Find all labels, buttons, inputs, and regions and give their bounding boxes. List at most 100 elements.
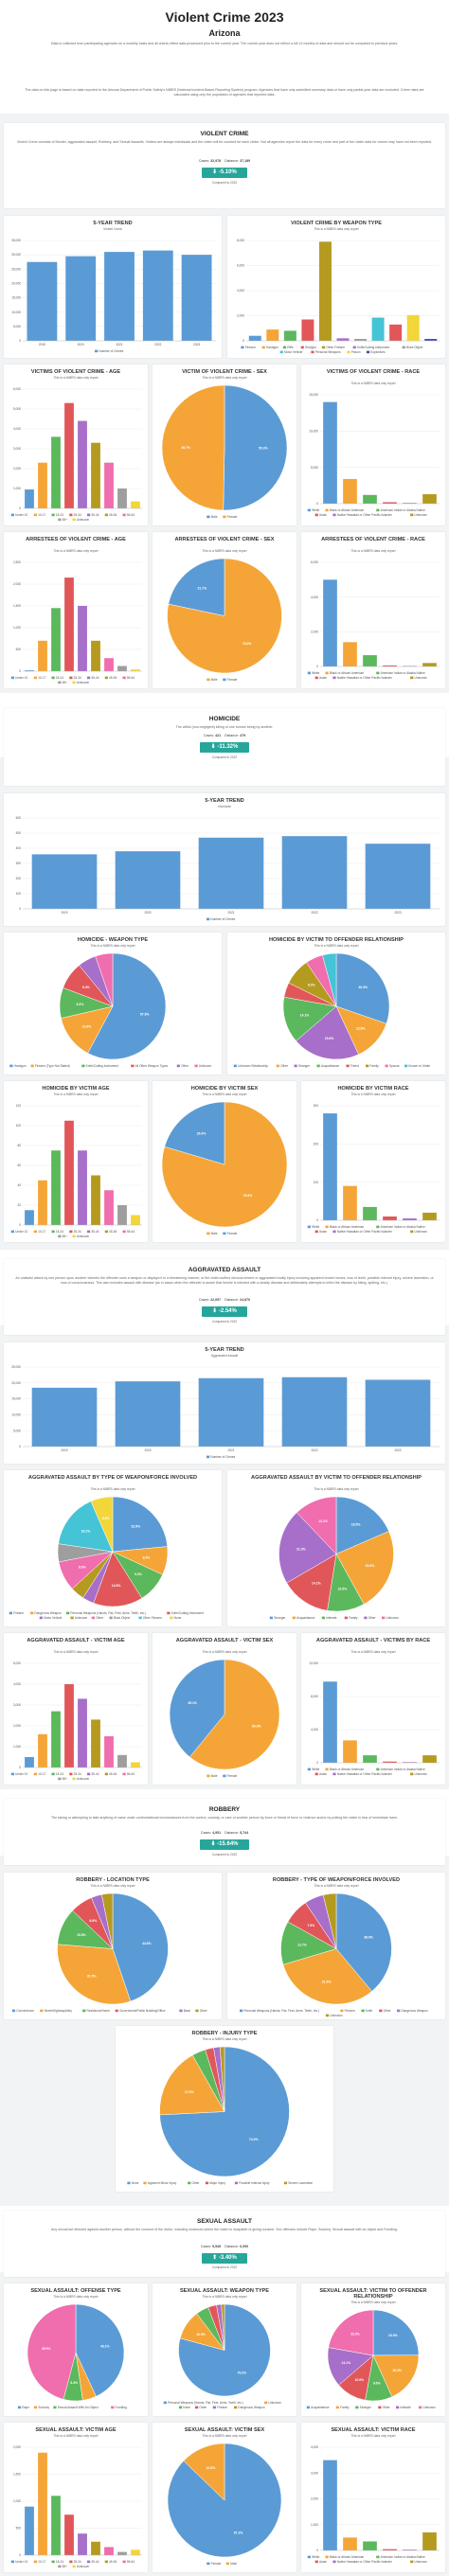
legend-label: Intimate	[326, 1616, 337, 1620]
slice-label: 31.5%	[322, 1980, 332, 1983]
pie-slice	[168, 558, 225, 616]
legend-swatch	[410, 1772, 414, 1776]
y-tick-label: 4,000	[237, 289, 244, 293]
y-tick-label: 300	[16, 862, 22, 865]
legend-label: Other	[192, 2181, 201, 2185]
legend-label: Unknown	[386, 1616, 399, 1620]
slice-label: 21.7%	[198, 587, 207, 591]
legend-label: Under 10	[15, 2560, 27, 2564]
y-tick-label: 0	[316, 665, 318, 668]
chart-title: SEXUAL ASSAULT: VICTIM TO OFFENDER RELAT…	[319, 2288, 427, 2301]
legend-swatch	[51, 1772, 55, 1776]
chart-card-v-sex: VICTIM OF VIOLENT CRIME - SEX This is a …	[153, 364, 296, 525]
legend-label: American Indian or Alaska Native	[381, 2555, 425, 2559]
y-tick-label: 2,000	[237, 314, 244, 318]
chart-card-ag-rel: AGGRAVATED ASSAULT BY VICTIM TO OFFENDER…	[227, 1470, 445, 1626]
bar	[383, 502, 397, 504]
h-weapon-chart: 57.8% 13.6% 9.3% 8.4% Handgun Firearm (Type N…	[9, 952, 211, 1068]
pie-slice	[75, 2303, 125, 2397]
bar	[422, 1755, 437, 1763]
legend-swatch	[95, 349, 99, 353]
legend-swatch	[410, 1230, 414, 1234]
chart-subtitle: Aggravated Assault	[210, 1354, 239, 1358]
chart-card-r-injury: ROBBERY - INJURY TYPE This is a NIBRS da…	[116, 2026, 333, 2192]
y-tick-label: 0	[19, 2553, 21, 2557]
x-tick-label: 2021	[227, 911, 234, 915]
y-tick-label: 0	[19, 1445, 21, 1448]
a-race-chart: 0 2,000 4,000 6,000 White Black or African Am…	[307, 560, 440, 680]
y-tick-label: 6,000	[311, 560, 318, 564]
legend-swatch	[131, 1064, 135, 1068]
bar	[198, 1377, 264, 1447]
slice-label: 9.2%	[135, 1572, 142, 1576]
chart-card-ag-race: AGGRAVATED ASSAULT - VICTIMS BY RACE Thi…	[301, 1633, 445, 1785]
legend-swatch	[207, 1455, 210, 1459]
y-tick-label: 1,000	[13, 626, 21, 630]
legend-label: Friend	[350, 1064, 359, 1068]
chart-title: 5-YEAR TREND	[205, 798, 244, 804]
bar	[78, 606, 87, 671]
legend-label: White	[312, 1768, 319, 1771]
slice-label: 18.5%	[351, 1522, 361, 1526]
legend-swatch	[39, 1616, 43, 1620]
legend-swatch	[104, 676, 108, 680]
legend-swatch	[10, 513, 14, 517]
legend-swatch	[195, 2009, 199, 2013]
slice-label: 14.1%	[312, 1582, 321, 1586]
legend-label: Intimate	[400, 2406, 411, 2409]
bar	[198, 837, 264, 909]
legend-swatch	[307, 508, 311, 512]
legend-label: Explosives	[370, 350, 386, 354]
slice-label: 6.5%	[102, 1517, 110, 1520]
legend-swatch	[325, 2555, 329, 2559]
legend-swatch	[346, 1064, 350, 1068]
chart-title: AGGRAVATED ASSAULT - VICTIM SEX	[175, 1638, 274, 1643]
bar	[38, 2452, 47, 2555]
legend-label: All Other Weapon Types	[135, 1064, 169, 1068]
chart-subtitle: This is a NIBRS data only report	[90, 944, 135, 948]
bar	[38, 640, 47, 671]
legend-swatch	[241, 346, 244, 349]
legend-label: Number of Crimes	[210, 917, 235, 921]
bar	[281, 1377, 348, 1447]
x-tick-label: 2020	[144, 911, 151, 915]
v-age-chart: 0 1,000 2,000 3,000 4,000 5,000 6,000 Under 10 1…	[10, 387, 142, 522]
x-tick-label: 2019	[39, 343, 45, 346]
bar	[64, 2514, 74, 2555]
chart-title: HOMICIDE BY VICTIM TO OFFENDER RELATIONS…	[268, 937, 404, 943]
slice-label: 78.3%	[242, 642, 252, 646]
pie-slice	[167, 558, 282, 674]
legend-swatch	[234, 2181, 239, 2185]
bar	[51, 608, 61, 671]
bar	[25, 1757, 34, 1768]
legend-swatch	[58, 518, 62, 522]
y-tick-label: 120	[16, 1104, 22, 1108]
legend-label: Other Firearm	[326, 346, 345, 349]
bar	[383, 2549, 397, 2550]
legend-label: Acquaintance	[296, 1616, 315, 1620]
legend-swatch	[276, 1064, 279, 1068]
legend-label: 55-64	[127, 676, 135, 680]
slice-label: 57.8%	[140, 1013, 150, 1017]
legend-swatch	[316, 1064, 320, 1068]
slice-label: 14.1%	[300, 1013, 310, 1017]
bar	[104, 252, 135, 341]
y-tick-label: 1,000	[13, 2499, 21, 2503]
badge-caption: Compared to 2022	[211, 1853, 238, 1856]
chart-card-r-loc: ROBBERY - LOCATION TYPE This is a NIBRS …	[4, 1873, 222, 2019]
badge-caption: Compared to 2022	[211, 1320, 238, 1324]
legend-swatch	[170, 1616, 173, 1620]
y-tick-label: 2,000	[13, 467, 21, 471]
legend-label: Stranger	[360, 2406, 372, 2409]
legend-swatch	[366, 1064, 369, 1068]
bar	[91, 1175, 100, 1225]
bar	[117, 666, 127, 671]
legend-label: Blunt Object	[114, 1616, 130, 1620]
section-title: VIOLENT CRIME	[200, 131, 249, 137]
legend-swatch	[264, 2401, 268, 2405]
legend-label: 45-54	[109, 2560, 117, 2564]
chart-card-v-weapon: VIOLENT CRIME BY WEAPON TYPE This is a N…	[227, 216, 445, 358]
legend-label: Sexual Assault With An Object	[58, 2406, 99, 2409]
chart-card-v-trend: 5-YEAR TREND Violent Crime 0 5,000 10,000 1…	[4, 216, 222, 358]
